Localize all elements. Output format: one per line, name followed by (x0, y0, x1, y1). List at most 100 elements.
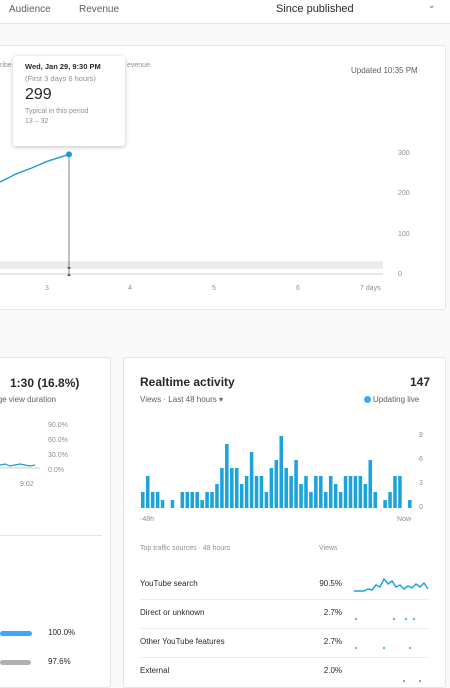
updating-live-label: Updating live (373, 395, 420, 404)
bar (234, 468, 239, 508)
y-tick-label: 0 (398, 271, 402, 278)
source-sparkline (403, 680, 421, 682)
y-tick-label: 0 (419, 504, 423, 511)
realtime-card (123, 357, 446, 688)
bar (388, 492, 392, 508)
period-selector[interactable]: Since published (276, 3, 354, 15)
source-name: Other YouTube features (140, 637, 225, 646)
source-sparkline (355, 618, 415, 620)
bar (343, 476, 348, 508)
y-tick-label: 200 (398, 190, 410, 197)
source-value: 2.7% (323, 637, 342, 646)
bar (160, 500, 165, 508)
list-item[interactable]: External 2.0% (140, 658, 430, 687)
tooltip-value: 299 (25, 86, 52, 103)
bar (289, 476, 293, 508)
bar (338, 492, 343, 508)
tab-label-fragment: ribe (0, 62, 12, 69)
series-line (0, 153, 70, 183)
bar (368, 460, 373, 508)
bar (314, 476, 318, 508)
bar (185, 492, 190, 508)
bar (353, 476, 358, 508)
bar (408, 500, 412, 508)
caret-down-icon: ▾ (219, 395, 224, 404)
source-name: External (140, 666, 170, 675)
x-tick-label: 6 (296, 285, 300, 292)
x-tick-label: 3 (45, 285, 49, 292)
bar (195, 492, 199, 508)
tooltip-subtitle: (First 3 days 6 hours) (25, 74, 96, 83)
progress-bar (0, 660, 32, 665)
bar (141, 492, 145, 508)
list-item[interactable]: Direct or unknown 2.7% (140, 600, 430, 629)
list-item[interactable]: Other YouTube features 2.7% (140, 629, 430, 658)
bar (323, 492, 328, 508)
source-value: 90.5% (319, 579, 342, 588)
retention-tick: 60.0% (48, 437, 68, 444)
bar (200, 500, 204, 508)
bar (259, 476, 264, 508)
list-item[interactable]: YouTube search 90.5% (140, 571, 430, 600)
bar (264, 492, 269, 508)
updated-time: Updated 10:35 PM (351, 66, 418, 75)
y-tick-label: 6 (419, 456, 423, 463)
x-tick-label: 5 (212, 285, 216, 292)
views-header: Views (319, 545, 338, 552)
source-name: YouTube search (140, 579, 198, 588)
top-tab-bar: Audience Revenue Since published ⌄ (0, 0, 450, 24)
sources-header: Top traffic sources · 48 hours (140, 545, 231, 552)
x-tick-label: -48h (140, 516, 155, 523)
live-dot-icon (364, 396, 371, 403)
bar (393, 476, 397, 508)
bar (150, 492, 155, 508)
divider (0, 535, 102, 536)
tab-label-fragment: evenue (127, 62, 150, 69)
views-line-chart (0, 151, 383, 276)
bar (210, 492, 214, 508)
bar (358, 476, 363, 508)
tooltip-typical-range: 13 – 32 (25, 118, 49, 125)
bar (304, 476, 308, 508)
bar (274, 460, 279, 508)
bar (328, 476, 333, 508)
source-name: Direct or unknown (140, 608, 205, 617)
bar (190, 492, 195, 508)
bar (225, 444, 229, 508)
bar (145, 476, 150, 508)
retention-tick: 90.0% (48, 422, 68, 429)
typical-range-band (0, 261, 383, 269)
tooltip-typical-label: Typical in this period (25, 108, 89, 115)
bar (398, 476, 402, 508)
bar (373, 492, 377, 508)
chevron-down-icon[interactable]: ⌄ (428, 0, 436, 10)
retention-sparkline (0, 463, 40, 469)
retention-tick: 30.0% (48, 452, 68, 459)
bar (215, 484, 219, 508)
realtime-period-label: Views · Last 48 hours (140, 395, 217, 404)
source-sparkline (355, 647, 411, 649)
tab-revenue[interactable]: Revenue (79, 4, 120, 15)
retention-tick: 0.0% (48, 467, 64, 474)
avg-view-duration-value: 1:30 (16.8%) (10, 376, 80, 390)
y-tick-label: 3 (419, 480, 423, 487)
progress-bar (0, 631, 32, 636)
realtime-period-dropdown[interactable]: Views · Last 48 hours ▾ (140, 395, 223, 404)
tab-audience[interactable]: Audience (9, 4, 51, 15)
tooltip-date: Wed, Jan 29, 9:30 PM (25, 62, 101, 71)
bar (230, 468, 234, 508)
bar (249, 452, 254, 508)
source-value: 2.0% (323, 666, 342, 675)
realtime-title: Realtime activity (140, 375, 235, 389)
x-tick-label: Now (397, 516, 412, 523)
bar (269, 468, 274, 508)
source-value: 2.7% (323, 608, 342, 617)
chart-tooltip: Wed, Jan 29, 9:30 PM (First 3 days 6 hou… (13, 56, 125, 146)
progress-value: 97.6% (48, 657, 71, 666)
bar (319, 476, 323, 508)
bar (239, 484, 244, 508)
x-tick-label: 7 days (360, 285, 381, 292)
avg-view-duration-label: Average view duration (0, 395, 57, 404)
bar (170, 500, 175, 508)
bar (244, 476, 249, 508)
